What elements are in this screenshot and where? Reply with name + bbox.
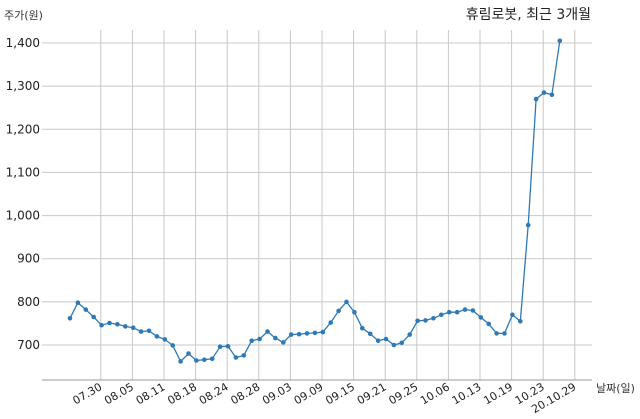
data-point [75,300,81,306]
data-point [375,338,381,344]
data-point [186,351,191,356]
data-point [138,329,144,334]
y-tick-label: 1,400 [6,36,40,50]
data-point [83,307,89,312]
data-point [367,331,373,337]
data-point [107,320,112,326]
data-point [178,359,183,364]
data-point [273,335,278,341]
data-point [281,340,286,345]
data-point [470,308,476,313]
data-point [241,353,247,358]
data-point [462,307,468,312]
x-tick-label: 09.03 [260,380,294,407]
x-tick-label: 09.21 [355,380,389,407]
data-point [478,315,484,320]
data-point [510,312,515,318]
y-tick-labels: 700 800 900 1,000 1,100 1,200 1,300 1,400 [6,36,40,352]
data-point [154,334,160,339]
data-point [209,356,215,362]
data-point [162,337,168,342]
y-tick-label: 1,200 [6,122,40,136]
x-tick-label: 10.06 [418,380,452,407]
data-point [431,316,436,321]
data-point [288,332,294,337]
data-point [360,325,365,331]
x-tick-label: 08.05 [102,380,136,407]
y-axis-title: 주가(원) [4,9,43,22]
data-point [225,344,231,349]
data-point [320,329,326,335]
x-tick-label: 09.25 [387,380,421,407]
y-tick-label: 1,300 [6,79,40,93]
data-points [67,38,563,364]
data-point [557,38,563,44]
x-axis-title: 날짜(일) [596,381,635,395]
x-tick-label: 07.30 [71,380,105,407]
x-tick-label: 08.18 [165,380,199,407]
data-point [494,331,499,336]
data-point [399,340,405,346]
data-point [446,309,452,315]
series-line [69,40,561,363]
grid [42,30,592,380]
y-tick-label: 1,000 [6,209,40,223]
data-point [423,318,428,323]
data-point [257,336,262,342]
chart-title: 휴림로봇, 최근 3개월 [466,7,591,23]
data-point [265,329,270,334]
data-point [336,308,341,314]
y-tick-label: 800 [17,295,40,309]
y-tick-label: 900 [17,252,40,266]
x-tick-label: 08.11 [134,380,168,407]
data-point [533,96,539,102]
data-point [344,299,349,305]
data-point [194,358,199,363]
data-point [312,330,318,336]
data-point [296,331,302,337]
data-point [439,312,444,318]
x-tick-label: 08.24 [197,380,231,407]
data-point [217,344,223,350]
data-point [518,319,523,324]
data-point [415,318,420,324]
x-tick-label: 10.13 [450,380,484,407]
y-tick-label: 1,100 [6,165,40,179]
data-point [170,343,175,348]
x-tick-label: 08.28 [229,380,263,407]
data-point [146,328,152,334]
data-point [486,321,492,327]
data-point [391,342,397,348]
data-point [525,222,531,228]
data-point [352,309,357,315]
data-point [407,332,413,337]
data-point [549,92,555,98]
data-point [541,90,547,95]
data-point [123,324,128,329]
data-point [99,322,104,328]
data-point [115,322,120,327]
data-point [454,309,460,315]
data-point [91,314,96,320]
data-point [249,338,254,344]
data-point [67,316,73,321]
y-tick-label: 700 [17,338,40,352]
data-point [383,336,389,342]
data-point [130,325,136,331]
x-tick-labels: 07.3008.0508.1108.1808.2408.2809.0309.09… [71,380,579,416]
data-point [233,355,239,360]
x-tick-label: 09.09 [292,380,326,407]
x-tick-label: 09.15 [323,380,357,407]
data-point [202,357,207,363]
x-tick-label: 10.19 [481,380,515,407]
data-point [328,320,334,325]
data-point [502,331,507,336]
data-point [304,331,310,336]
